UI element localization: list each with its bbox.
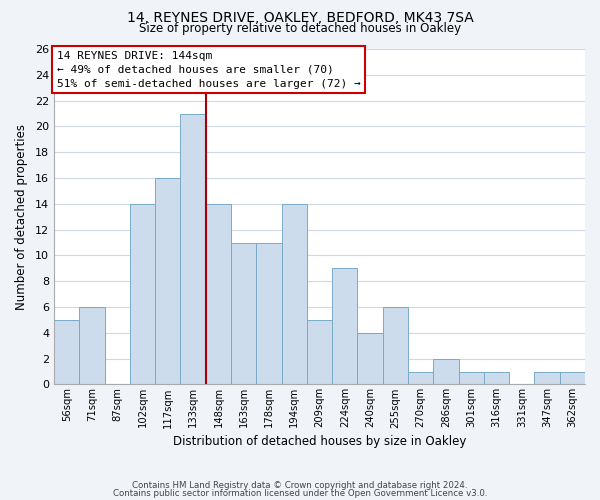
Bar bbox=[560, 372, 585, 384]
Bar bbox=[281, 204, 307, 384]
Bar bbox=[332, 268, 358, 384]
Bar bbox=[383, 307, 408, 384]
Y-axis label: Number of detached properties: Number of detached properties bbox=[15, 124, 28, 310]
Bar bbox=[206, 204, 231, 384]
Bar bbox=[79, 307, 104, 384]
Bar bbox=[307, 320, 332, 384]
X-axis label: Distribution of detached houses by size in Oakley: Distribution of detached houses by size … bbox=[173, 434, 466, 448]
Bar bbox=[130, 204, 155, 384]
Bar bbox=[231, 242, 256, 384]
Text: Size of property relative to detached houses in Oakley: Size of property relative to detached ho… bbox=[139, 22, 461, 35]
Text: Contains public sector information licensed under the Open Government Licence v3: Contains public sector information licen… bbox=[113, 490, 487, 498]
Bar bbox=[408, 372, 433, 384]
Bar bbox=[433, 358, 458, 384]
Bar bbox=[535, 372, 560, 384]
Bar bbox=[181, 114, 206, 384]
Bar bbox=[458, 372, 484, 384]
Bar bbox=[256, 242, 281, 384]
Bar bbox=[358, 333, 383, 384]
Bar bbox=[484, 372, 509, 384]
Text: Contains HM Land Registry data © Crown copyright and database right 2024.: Contains HM Land Registry data © Crown c… bbox=[132, 481, 468, 490]
Text: 14, REYNES DRIVE, OAKLEY, BEDFORD, MK43 7SA: 14, REYNES DRIVE, OAKLEY, BEDFORD, MK43 … bbox=[127, 11, 473, 25]
Bar bbox=[54, 320, 79, 384]
Bar bbox=[155, 178, 181, 384]
Text: 14 REYNES DRIVE: 144sqm
← 49% of detached houses are smaller (70)
51% of semi-de: 14 REYNES DRIVE: 144sqm ← 49% of detache… bbox=[57, 50, 361, 88]
